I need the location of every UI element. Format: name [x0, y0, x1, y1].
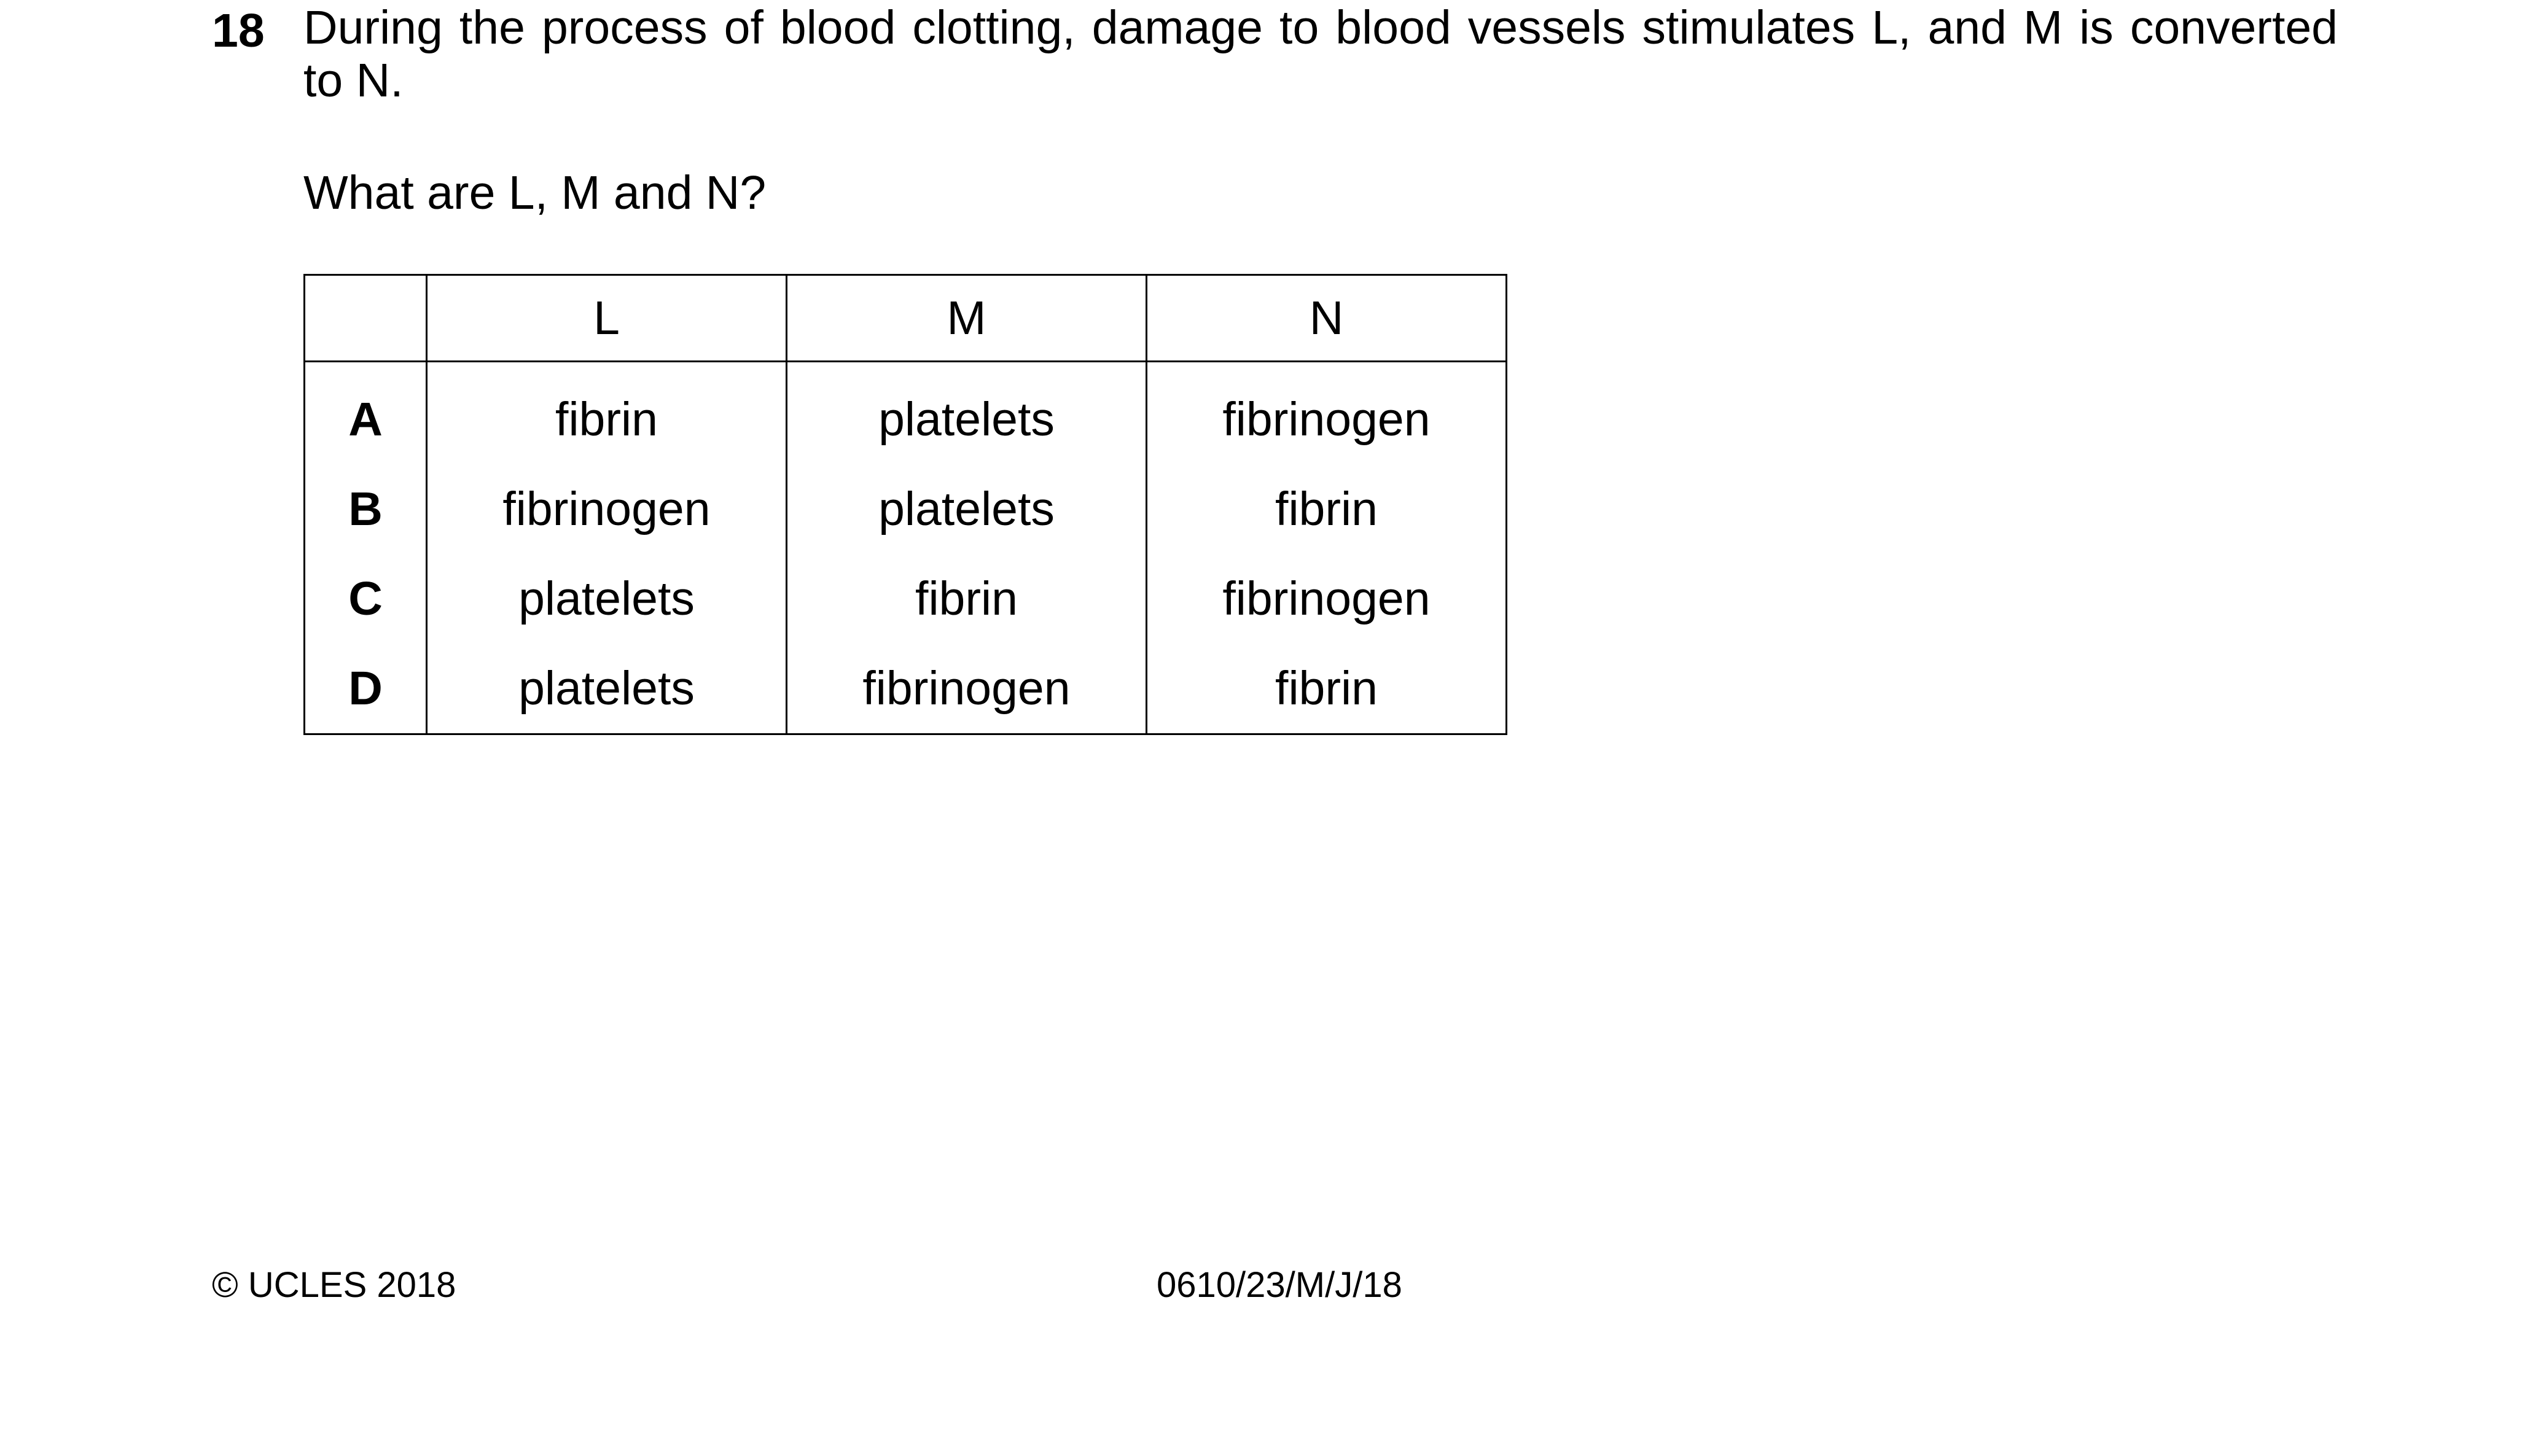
table-cell: platelets	[786, 361, 1147, 464]
table-header-row: L M N	[304, 274, 1507, 362]
option-key: B	[348, 482, 383, 535]
footer-paper-code: 0610/23/M/J/18	[1157, 1265, 1402, 1305]
option-key: C	[348, 572, 383, 625]
table-row: D platelets fibrinogen fibrin	[305, 644, 1507, 734]
table-cell: platelets	[426, 554, 787, 644]
header-cell-empty	[304, 274, 427, 362]
table-cell: fibrin	[786, 554, 1147, 644]
table-cell: fibrin	[426, 361, 787, 464]
table-cell: platelets	[426, 644, 787, 734]
option-key: D	[348, 661, 383, 715]
option-key: A	[348, 392, 383, 446]
table-row: B fibrinogen platelets fibrin	[305, 464, 1507, 554]
table-cell: fibrinogen	[786, 644, 1147, 734]
question-stem: During the process of blood clotting, da…	[303, 1, 2338, 107]
question-number: 18	[212, 4, 265, 57]
answer-options-table: L M N A fibrin platelets fibrinogen B fi…	[303, 274, 1507, 735]
table-cell: fibrin	[1146, 464, 1507, 554]
header-cell-m: M	[786, 274, 1147, 362]
table-cell: fibrinogen	[1146, 361, 1507, 464]
table-row: A fibrin platelets fibrinogen	[305, 361, 1507, 464]
table-cell: platelets	[786, 464, 1147, 554]
header-cell-l: L	[426, 274, 787, 362]
table-cell: fibrinogen	[426, 464, 787, 554]
header-cell-n: N	[1146, 274, 1507, 362]
table-row: C platelets fibrin fibrinogen	[305, 554, 1507, 644]
table-cell: fibrin	[1146, 644, 1507, 734]
footer-copyright: © UCLES 2018	[212, 1265, 456, 1305]
table-cell: fibrinogen	[1146, 554, 1507, 644]
question-ask: What are L, M and N?	[303, 166, 767, 219]
